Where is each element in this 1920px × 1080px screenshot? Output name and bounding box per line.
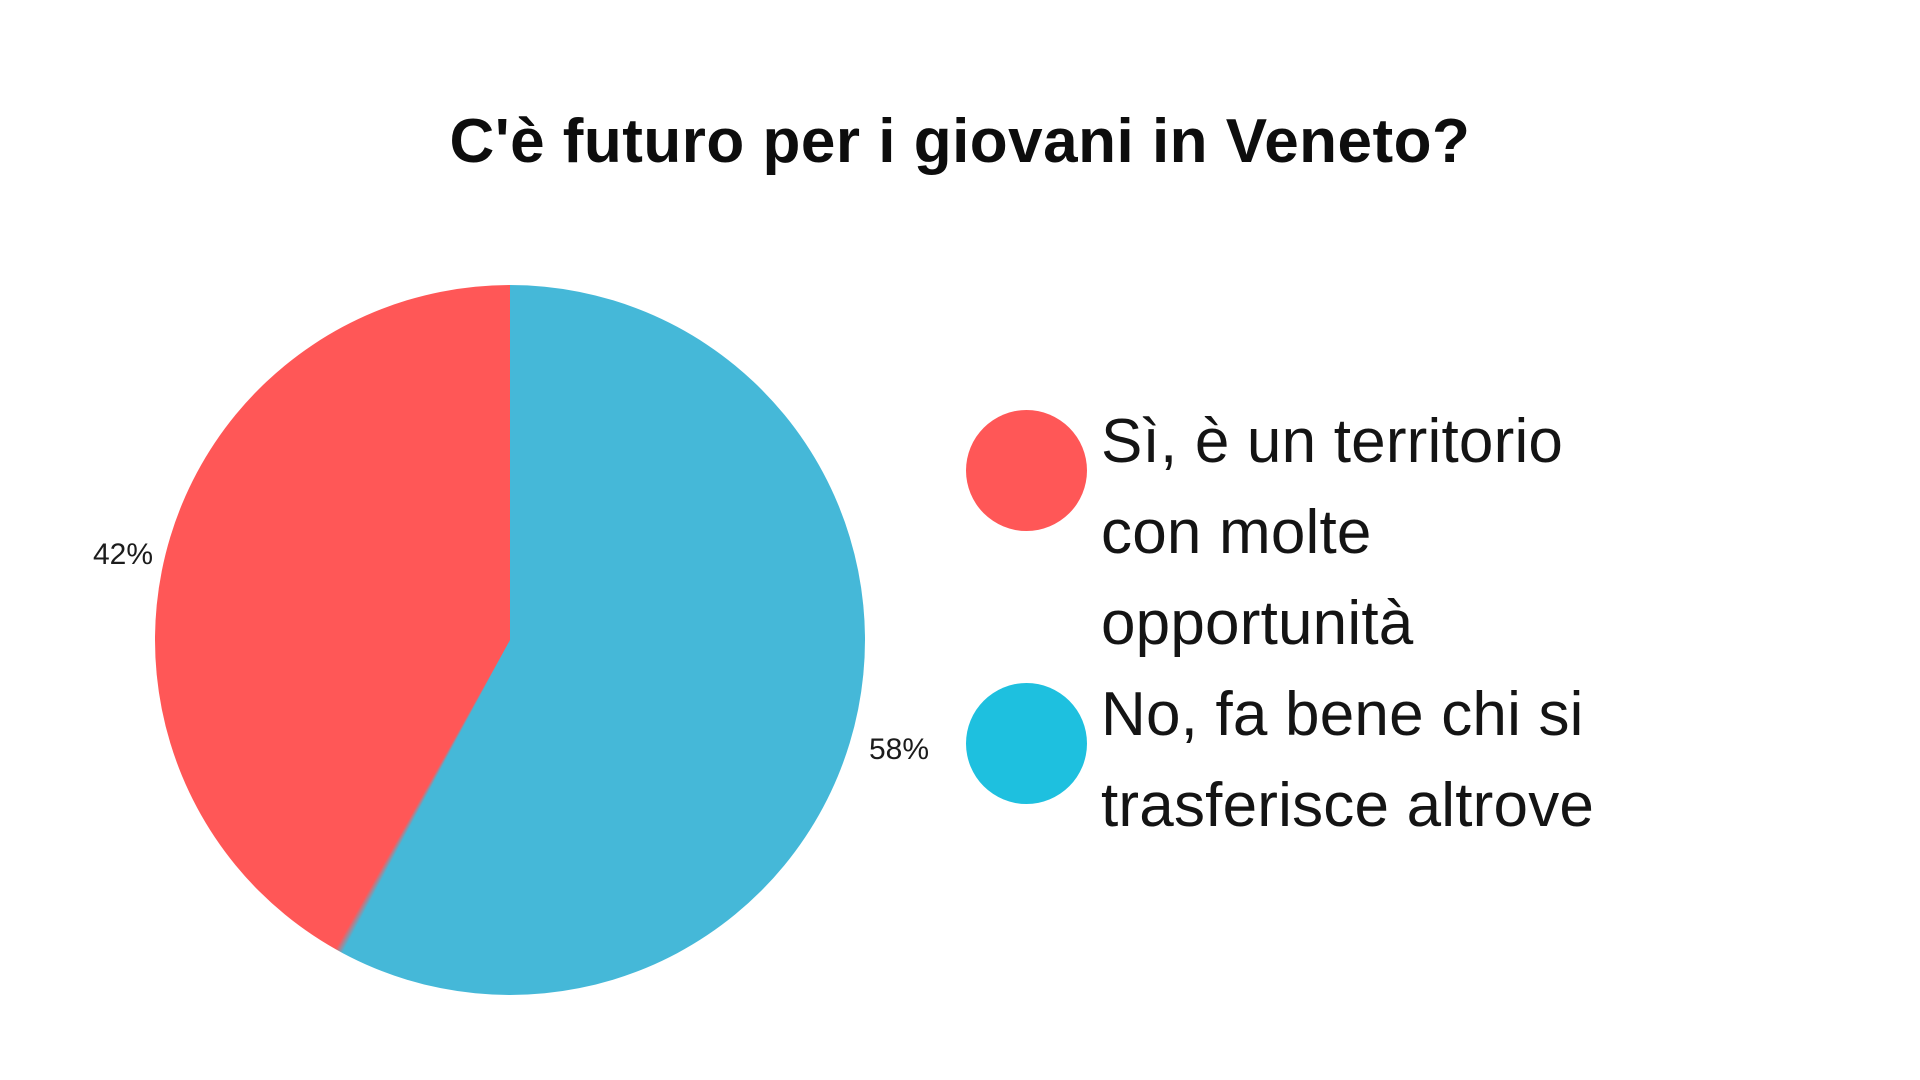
legend-swatch-red-circle: [966, 410, 1087, 531]
legend-label-no: No, fa bene chi si trasferisce altrove: [1101, 680, 1595, 840]
legend-label-si: Sì, è un territorio con molte opportunit…: [1101, 407, 1564, 658]
legend-item-si: Sì, è un territorio con molte opportunit…: [966, 396, 1766, 669]
legend-swatch-cyan-circle: [966, 683, 1087, 804]
legend-item-no: No, fa bene chi si trasferisce altrove: [966, 669, 1766, 851]
pie-percentage-label-blue: 58%: [869, 733, 930, 766]
legend: Sì, è un territorio con molte opportunit…: [966, 396, 1766, 851]
pie-chart: [155, 285, 865, 995]
chart-title: C'è futuro per i giovani in Veneto?: [449, 107, 1471, 176]
pie-percentage-label-red: 42%: [93, 538, 154, 571]
